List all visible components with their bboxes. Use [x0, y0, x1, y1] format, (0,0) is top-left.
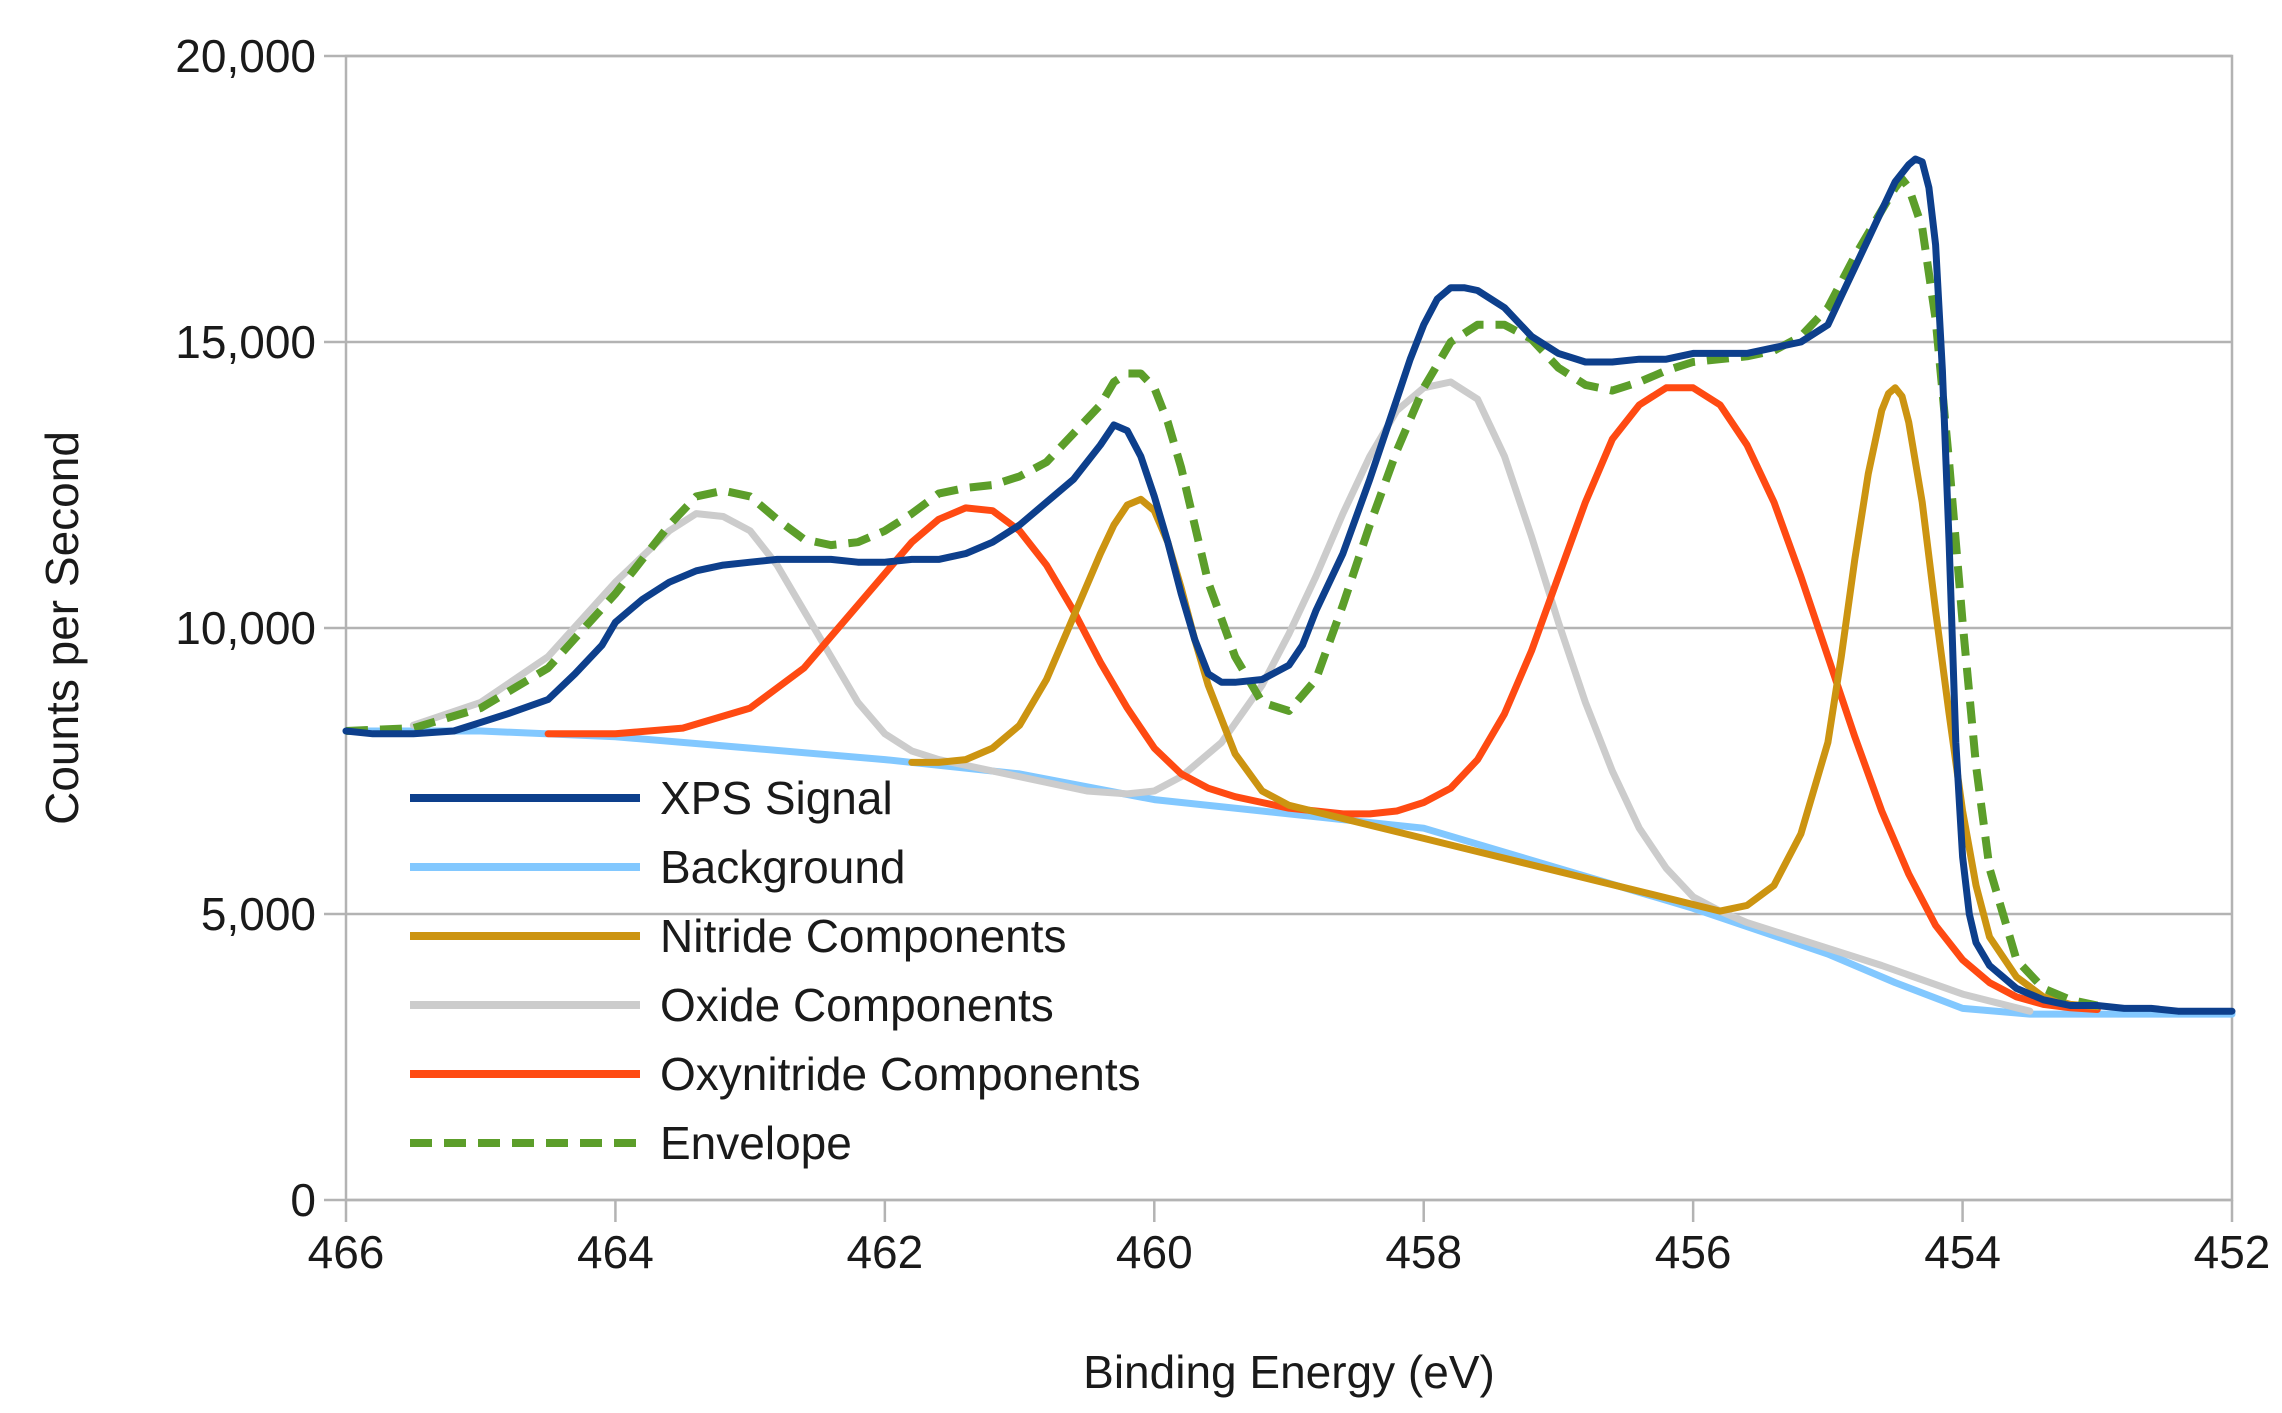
- y-tick-label-1: 5,000: [201, 888, 316, 940]
- y-tick-label-4: 20,000: [175, 30, 316, 82]
- series-line-nitride-components: [908, 384, 2101, 1011]
- legend-label-envelope: Envelope: [660, 1117, 852, 1169]
- x-tick-label-3: 460: [1116, 1226, 1193, 1278]
- x-tick-label-1: 464: [577, 1226, 654, 1278]
- x-tick-label-6: 454: [1924, 1226, 2001, 1278]
- y-tick-label-0: 0: [290, 1174, 316, 1226]
- x-tick-label-2: 462: [846, 1226, 923, 1278]
- x-axis-ticks: 466 464 462 460 458 456 454 452: [308, 1200, 2271, 1278]
- legend-label-background: Background: [660, 841, 906, 893]
- series-line-oxide-components: [409, 378, 2034, 1015]
- x-tick-label-4: 458: [1385, 1226, 1462, 1278]
- series-line-xps-signal: [342, 155, 2236, 1015]
- legend-label-xps-signal: XPS Signal: [660, 772, 893, 824]
- legend-label-oxide-components: Oxide Components: [660, 979, 1054, 1031]
- legend-label-oxynitride-components: Oxynitride Components: [660, 1048, 1141, 1100]
- legend: XPS Signal Background Nitride Components Ox…: [410, 772, 1141, 1169]
- y-axis-title: Counts per Second: [36, 431, 88, 825]
- x-tick-label-7: 452: [2194, 1226, 2271, 1278]
- x-tick-label-0: 466: [308, 1226, 385, 1278]
- series-line-oxynitride-components: [544, 384, 2101, 1013]
- y-axis-ticks: 0 5,000 10,000 15,000 20,000: [175, 30, 346, 1226]
- x-axis-title: Binding Energy (eV): [1083, 1346, 1495, 1398]
- series-line-envelope: [345, 175, 2099, 1010]
- series-layer: [342, 155, 2236, 1018]
- x-tick-label-5: 456: [1655, 1226, 1732, 1278]
- y-tick-label-2: 10,000: [175, 602, 316, 654]
- legend-label-nitride-components: Nitride Components: [660, 910, 1067, 962]
- series-line-background: [342, 727, 2236, 1018]
- y-tick-label-3: 15,000: [175, 316, 316, 368]
